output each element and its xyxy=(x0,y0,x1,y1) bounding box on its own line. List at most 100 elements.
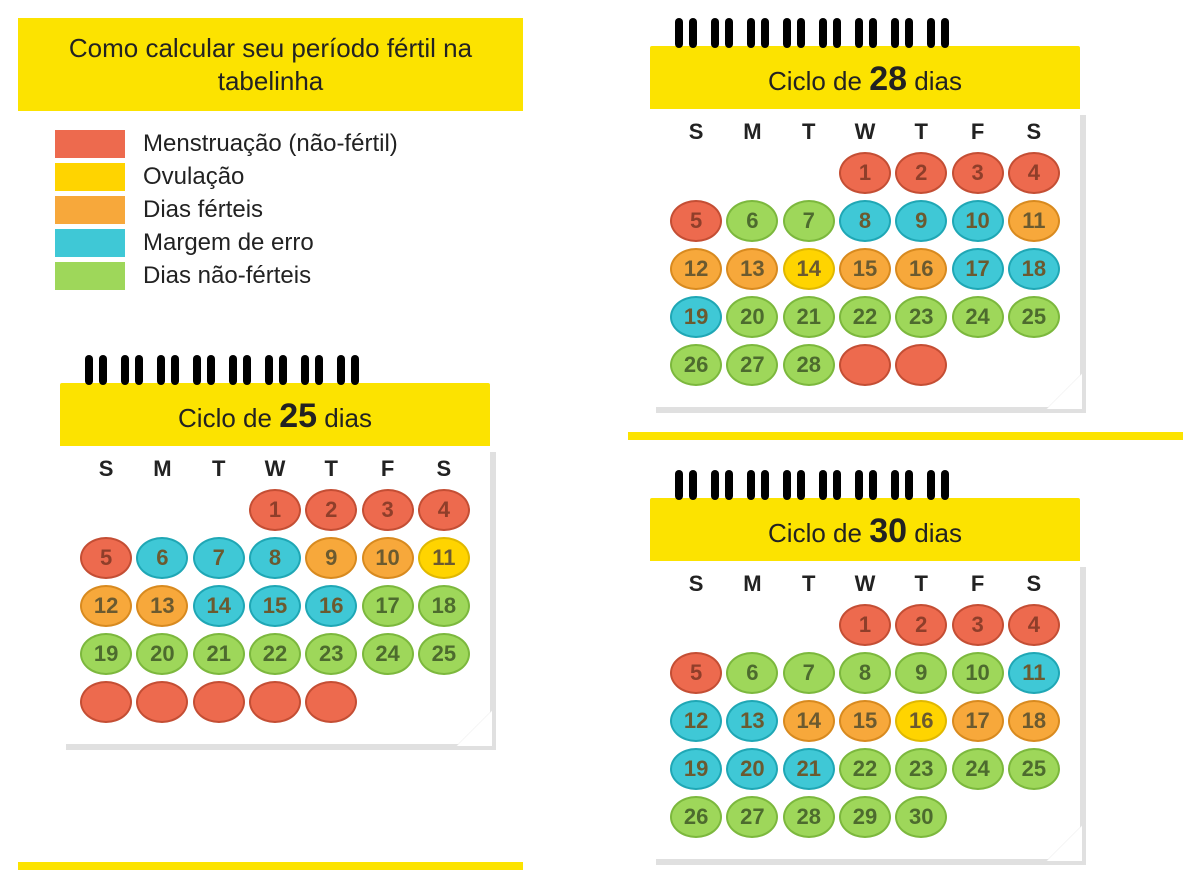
day-bubble-menstruacao xyxy=(839,344,891,386)
day-cell: 9 xyxy=(303,536,359,580)
day-number: 23 xyxy=(909,304,933,330)
day-cell: 18 xyxy=(1006,699,1062,743)
day-number: 15 xyxy=(263,593,287,619)
day-cell: 18 xyxy=(416,584,472,628)
day-cell: 13 xyxy=(724,247,780,291)
empty-cell xyxy=(724,603,780,647)
day-cell: 12 xyxy=(668,699,724,743)
day-number: 5 xyxy=(100,545,112,571)
day-cell: 20 xyxy=(134,632,190,676)
day-cell: 2 xyxy=(893,603,949,647)
day-cell: 16 xyxy=(303,584,359,628)
day-number: 26 xyxy=(684,352,708,378)
day-cell: 3 xyxy=(949,151,1005,195)
day-cell: 17 xyxy=(949,247,1005,291)
day-number: 20 xyxy=(740,756,764,782)
day-cell: 21 xyxy=(781,747,837,791)
day-cell: 13 xyxy=(724,699,780,743)
day-number: 19 xyxy=(94,641,118,667)
day-cell: 3 xyxy=(359,488,415,532)
day-number: 4 xyxy=(1028,612,1040,638)
day-number: 22 xyxy=(853,756,877,782)
days-grid: 1234567891011121314151617181920212223242… xyxy=(78,488,472,724)
day-cell: 11 xyxy=(1006,199,1062,243)
day-number: 16 xyxy=(319,593,343,619)
day-cell: 20 xyxy=(724,295,780,339)
day-number: 8 xyxy=(859,208,871,234)
day-number: 18 xyxy=(1022,708,1046,734)
day-cell: 26 xyxy=(668,343,724,387)
day-number: 6 xyxy=(156,545,168,571)
day-cell: 27 xyxy=(724,795,780,839)
day-cell: 2 xyxy=(893,151,949,195)
spiral-binding xyxy=(85,355,490,395)
day-number: 16 xyxy=(909,256,933,282)
day-cell: 3 xyxy=(949,603,1005,647)
day-cell: 30 xyxy=(893,795,949,839)
day-cell: 24 xyxy=(949,747,1005,791)
calendar-body: SMTWTFS123456789101112131415161718192021… xyxy=(60,446,490,744)
day-cell: 6 xyxy=(134,536,190,580)
dow-cell: W xyxy=(837,571,893,597)
legend-row-ovulacao: Ovulação xyxy=(55,163,525,191)
day-number: 12 xyxy=(684,708,708,734)
day-number: 30 xyxy=(909,804,933,830)
day-cell: 15 xyxy=(247,584,303,628)
day-cell: 5 xyxy=(668,651,724,695)
day-of-week-row: SMTWTFS xyxy=(668,571,1062,597)
day-number: 20 xyxy=(740,304,764,330)
day-number: 4 xyxy=(1028,160,1040,186)
day-cell: 28 xyxy=(781,343,837,387)
day-cell: 25 xyxy=(1006,747,1062,791)
day-cell: 9 xyxy=(893,651,949,695)
dow-cell: F xyxy=(359,456,415,482)
day-cell: 9 xyxy=(893,199,949,243)
dow-cell: S xyxy=(668,119,724,145)
day-cell: 19 xyxy=(668,747,724,791)
day-number: 28 xyxy=(796,804,820,830)
day-cell: 13 xyxy=(134,584,190,628)
day-number: 24 xyxy=(965,756,989,782)
day-number: 2 xyxy=(915,160,927,186)
divider-right xyxy=(628,432,1183,440)
day-cell: 4 xyxy=(416,488,472,532)
dow-cell: M xyxy=(134,456,190,482)
day-cell: 26 xyxy=(668,795,724,839)
trailing-cell xyxy=(78,680,134,724)
day-number: 1 xyxy=(859,160,871,186)
day-cell: 5 xyxy=(668,199,724,243)
calendar-25: Ciclo de 25 diasSMTWTFS12345678910111213… xyxy=(60,355,490,744)
day-number: 26 xyxy=(684,804,708,830)
legend-row-margem: Margem de erro xyxy=(55,229,525,257)
day-number: 9 xyxy=(915,208,927,234)
legend-swatch xyxy=(55,229,125,257)
days-grid: 1234567891011121314151617181920212223242… xyxy=(668,603,1062,839)
legend-row-menstruacao: Menstruação (não-fértil) xyxy=(55,130,525,158)
day-cell: 18 xyxy=(1006,247,1062,291)
day-number: 4 xyxy=(438,497,450,523)
trailing-cell xyxy=(247,680,303,724)
empty-cell xyxy=(191,488,247,532)
day-cell: 19 xyxy=(78,632,134,676)
day-number: 11 xyxy=(1022,660,1045,686)
day-number: 9 xyxy=(325,545,337,571)
day-cell: 5 xyxy=(78,536,134,580)
day-bubble-menstruacao xyxy=(193,681,245,723)
dow-cell: T xyxy=(781,571,837,597)
legend-label: Ovulação xyxy=(143,163,244,191)
day-number: 16 xyxy=(909,708,933,734)
day-number: 10 xyxy=(965,208,989,234)
day-cell: 23 xyxy=(303,632,359,676)
day-cell: 27 xyxy=(724,343,780,387)
day-cell: 14 xyxy=(191,584,247,628)
day-cell: 7 xyxy=(191,536,247,580)
day-cell: 28 xyxy=(781,795,837,839)
dow-cell: T xyxy=(893,119,949,145)
day-cell: 23 xyxy=(893,747,949,791)
dow-cell: M xyxy=(724,119,780,145)
dow-cell: T xyxy=(893,571,949,597)
day-cell: 1 xyxy=(837,603,893,647)
legend-row-ferteis: Dias férteis xyxy=(55,196,525,224)
day-cell: 4 xyxy=(1006,151,1062,195)
day-number: 23 xyxy=(319,641,343,667)
